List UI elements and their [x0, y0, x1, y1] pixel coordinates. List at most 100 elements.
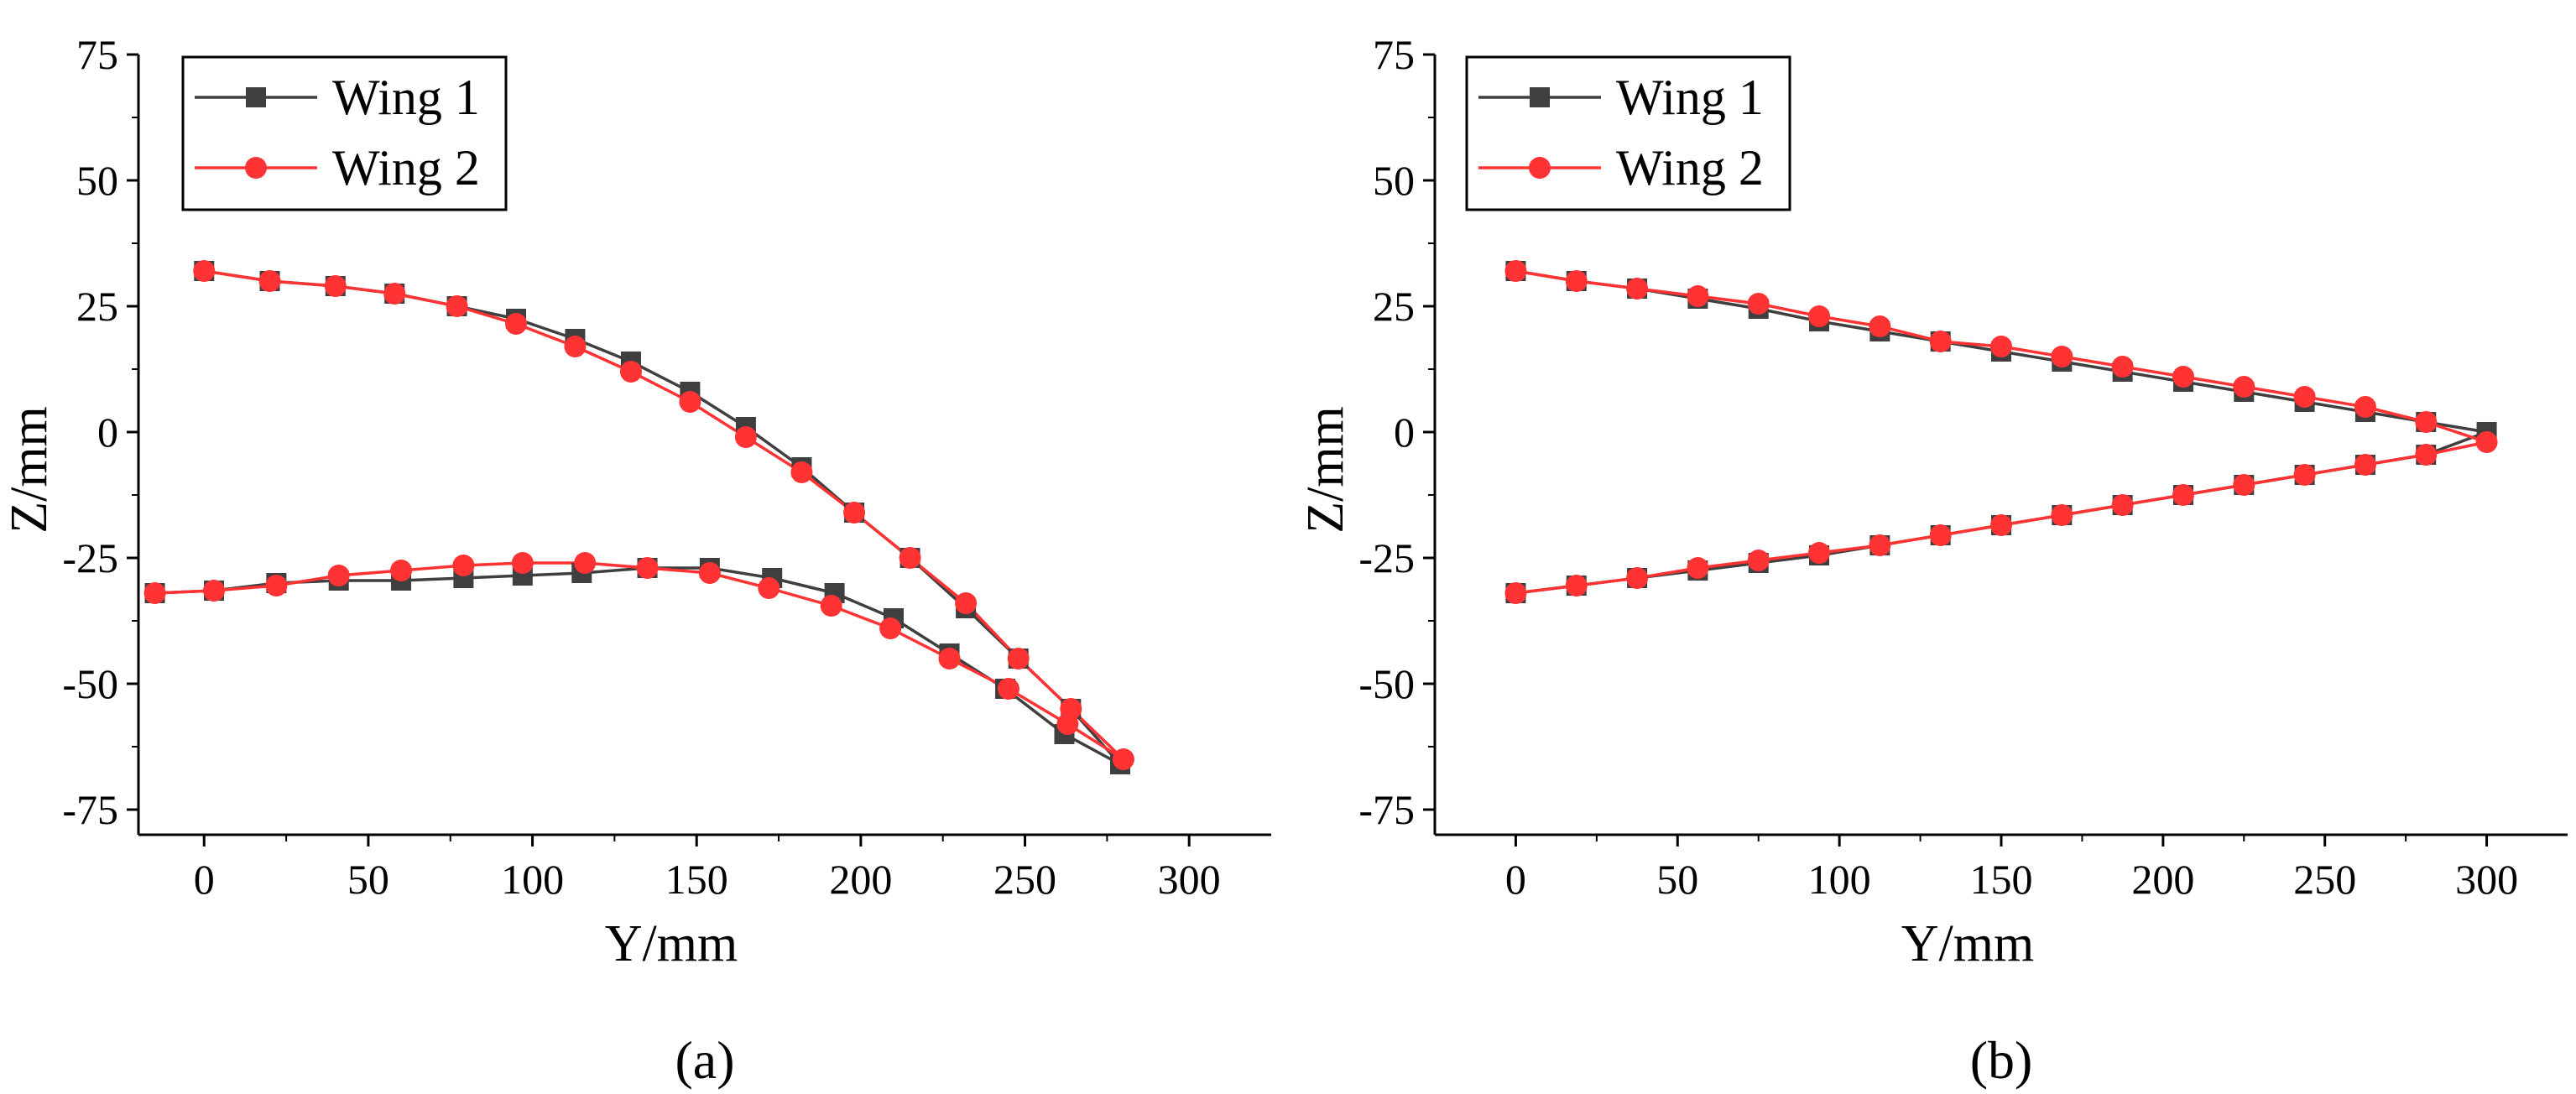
- data-point-wing-2: [2475, 431, 2498, 453]
- panel-b: 0 50 100 150 200 250 300 -75 -50 -25 0 25 50 75 Y/mm Z/…: [1297, 31, 2568, 1090]
- data-point-wing-2: [2233, 376, 2255, 398]
- data-point-wing-2: [505, 313, 527, 335]
- panel-label: (b): [1970, 1030, 2033, 1090]
- data-point-wing-2: [452, 555, 475, 576]
- data-point-wing-2: [2051, 346, 2073, 367]
- legend-marker-square: [246, 87, 266, 107]
- data-point-wing-2: [758, 577, 780, 599]
- legend-box: [1465, 55, 1791, 211]
- data-point-wing-2: [193, 260, 216, 282]
- data-point-wing-2: [327, 565, 350, 586]
- data-point-wing-2: [2354, 396, 2376, 418]
- data-point-wing-2: [446, 295, 468, 317]
- data-point-wing-2: [2111, 356, 2134, 378]
- data-point-wing-2: [1929, 331, 1952, 352]
- data-point-wing-2: [1869, 534, 1891, 556]
- data-point-wing-2: [2415, 444, 2438, 466]
- data-point-wing-2: [1990, 336, 2012, 357]
- x-tick-label: 150: [665, 856, 728, 903]
- data-point-wing-2: [734, 426, 757, 448]
- data-point-wing-2: [143, 582, 166, 604]
- data-point-wing-2: [790, 461, 813, 483]
- data-point-wing-2: [1747, 550, 1770, 571]
- y-tick-label: 0: [1394, 409, 1415, 456]
- data-point-wing-2: [564, 336, 587, 357]
- data-point-wing-2: [636, 557, 659, 579]
- x-axis-title: Y/mm: [605, 915, 738, 972]
- data-point-wing-2: [2051, 504, 2073, 526]
- data-point-wing-2: [1626, 567, 1649, 589]
- data-point-wing-2: [698, 562, 721, 584]
- x-tick-label: 100: [501, 856, 564, 903]
- data-point-wing-2: [2293, 386, 2316, 408]
- x-tick-label: 50: [347, 856, 389, 903]
- data-point-wing-2: [2354, 454, 2376, 476]
- data-point-wing-2: [2233, 474, 2255, 496]
- y-tick-label: -50: [1358, 660, 1415, 707]
- y-tick-label: 25: [76, 283, 118, 330]
- data-point-wing-2: [1808, 542, 1831, 564]
- x-tick-label: 100: [1808, 856, 1871, 903]
- data-point-wing-2: [383, 283, 406, 305]
- data-point-wing-2: [511, 552, 534, 574]
- legend-marker-square: [1530, 87, 1550, 107]
- data-point-wing-2: [820, 595, 842, 617]
- y-tick-label: 50: [76, 157, 118, 204]
- data-point-wing-2: [1747, 293, 1770, 315]
- y-axis-title: Z/mm: [1, 406, 58, 534]
- data-point-wing-2: [2415, 411, 2438, 433]
- x-tick-label: 300: [1158, 856, 1221, 903]
- x-tick-label: 200: [829, 856, 892, 903]
- data-point-wing-2: [1687, 285, 1709, 307]
- legend-marker-circle: [1529, 157, 1551, 179]
- x-tick-label: 200: [2131, 856, 2194, 903]
- y-tick-label: 75: [1373, 31, 1415, 78]
- y-tick-label: 25: [1373, 283, 1415, 330]
- data-point-wing-2: [997, 678, 1019, 700]
- data-point-wing-2: [879, 617, 902, 639]
- x-tick-label: 0: [194, 856, 215, 903]
- legend-label: Wing 1: [332, 70, 480, 125]
- data-point-wing-2: [258, 270, 281, 292]
- x-tick-label: 250: [993, 856, 1056, 903]
- data-point-wing-2: [1990, 514, 2012, 536]
- data-point-wing-2: [1007, 648, 1030, 669]
- data-point-wing-2: [1808, 305, 1831, 327]
- legend-box: [181, 55, 508, 211]
- data-point-wing-2: [574, 552, 597, 574]
- legend-marker-circle: [245, 157, 267, 179]
- y-tick-label: 0: [97, 409, 118, 456]
- data-point-wing-2: [619, 361, 642, 383]
- data-point-wing-2: [938, 648, 961, 669]
- x-tick-label: 250: [2293, 856, 2356, 903]
- data-point-wing-2: [1687, 557, 1709, 579]
- data-point-wing-2: [1112, 748, 1134, 770]
- data-point-wing-2: [1056, 713, 1079, 735]
- y-tick-label: -75: [62, 786, 118, 833]
- y-tick-label: 50: [1373, 157, 1415, 204]
- data-point-wing-2: [1565, 270, 1588, 292]
- y-tick-label: -25: [1358, 534, 1415, 581]
- data-point-wing-2: [899, 547, 921, 569]
- y-tick-label: -25: [62, 534, 118, 581]
- x-tick-label: 300: [2455, 856, 2518, 903]
- legend-label: Wing 2: [332, 140, 480, 195]
- data-point-wing-2: [1504, 260, 1527, 282]
- data-point-wing-2: [2111, 494, 2134, 516]
- data-point-wing-2: [390, 560, 413, 581]
- y-axis-title: Z/mm: [1297, 406, 1354, 534]
- x-tick-label: 150: [1970, 856, 2033, 903]
- data-point-wing-2: [1929, 524, 1952, 546]
- y-tick-label: -50: [62, 660, 118, 707]
- data-point-wing-2: [843, 502, 866, 524]
- data-point-wing-2: [1869, 315, 1891, 337]
- y-tick-label: -75: [1358, 786, 1415, 833]
- data-point-wing-2: [1565, 575, 1588, 596]
- data-point-wing-2: [679, 391, 701, 413]
- y-tick-label: 75: [76, 31, 118, 78]
- data-point-wing-2: [265, 575, 288, 596]
- legend-label: Wing 2: [1616, 140, 1764, 195]
- legend-label: Wing 1: [1616, 70, 1764, 125]
- x-axis-title: Y/mm: [1901, 915, 2034, 972]
